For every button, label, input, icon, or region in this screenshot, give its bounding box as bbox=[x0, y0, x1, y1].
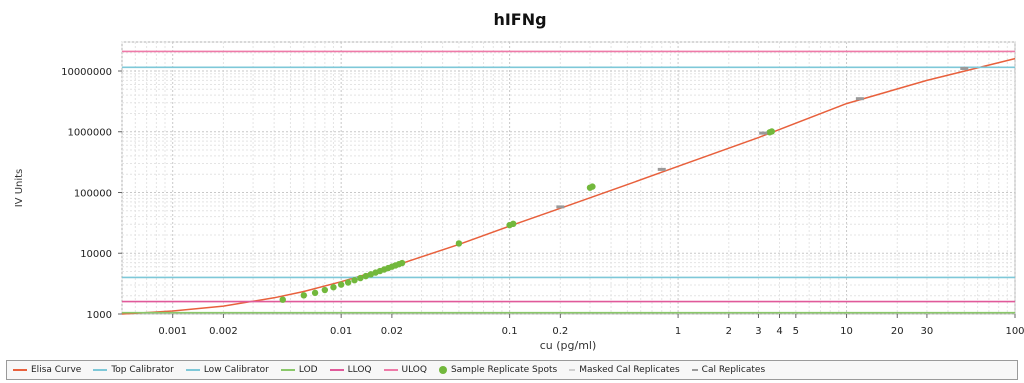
sample-replicate-spots-point bbox=[321, 286, 329, 294]
y-tick-label: 100000 bbox=[74, 188, 112, 199]
legend-label: Sample Replicate Spots bbox=[450, 365, 558, 375]
legend-item: Sample Replicate Spots bbox=[438, 365, 558, 375]
legend-item: ULOQ bbox=[383, 365, 427, 375]
x-tick-label: 30 bbox=[921, 326, 934, 337]
y-axis-label: IV Units bbox=[14, 169, 25, 208]
x-tick-label: 0.001 bbox=[158, 326, 187, 337]
x-tick-label: 4 bbox=[776, 326, 782, 337]
cal-replicates-point bbox=[960, 66, 969, 70]
legend-item: Elisa Curve bbox=[13, 365, 81, 375]
cal-replicates-point bbox=[657, 167, 666, 171]
sample-replicate-spots-point bbox=[768, 128, 775, 135]
sample-replicate-spots-point bbox=[300, 292, 307, 299]
plot-area bbox=[121, 41, 1016, 315]
legend-swatch bbox=[13, 369, 27, 371]
legend-label: Elisa Curve bbox=[31, 365, 82, 375]
legend-swatch bbox=[329, 369, 344, 371]
legend-swatch bbox=[438, 366, 447, 374]
x-tick-label: 5 bbox=[793, 326, 799, 337]
x-tick-label: 100 bbox=[1005, 326, 1024, 337]
legend-swatch bbox=[569, 369, 576, 371]
legend-label: Low Calibrator bbox=[203, 365, 269, 375]
chart-canvas: hIFNg IV Units cu (pg/ml) 0.001 0.002 0.01… bbox=[14, 10, 1024, 352]
sample-replicate-spots-point bbox=[279, 296, 286, 303]
legend-item: LOD bbox=[280, 365, 318, 375]
legend-label: LLOQ bbox=[347, 365, 372, 375]
x-tick-label: 1 bbox=[675, 326, 681, 337]
y-tick-label: 10000000 bbox=[61, 67, 112, 78]
x-tick-label: 0.2 bbox=[552, 326, 568, 337]
legend-item: Top Calibrator bbox=[93, 365, 174, 375]
chart-title: hIFNg bbox=[493, 10, 546, 29]
legend-label: Top Calibrator bbox=[111, 365, 174, 375]
legend-swatch bbox=[93, 369, 108, 371]
sample-replicate-spots-point bbox=[351, 277, 358, 284]
x-tick-label: 20 bbox=[891, 326, 904, 337]
legend-label: LOD bbox=[298, 365, 318, 375]
sample-replicate-spots-point bbox=[589, 183, 596, 190]
legend-item: LLOQ bbox=[329, 365, 372, 375]
legend-item: Cal Replicates bbox=[691, 365, 766, 375]
legend-swatch bbox=[383, 369, 398, 371]
x-tick-label: 0.002 bbox=[209, 326, 238, 337]
cal-replicates-point bbox=[759, 131, 768, 135]
sample-replicate-spots-point bbox=[509, 220, 517, 228]
y-tick-label: 1000 bbox=[87, 310, 112, 321]
cal-replicates-point bbox=[855, 97, 864, 101]
legend-swatch bbox=[280, 369, 295, 371]
sample-replicate-spots-point bbox=[398, 259, 406, 267]
legend-swatch bbox=[691, 369, 698, 371]
legend-swatch bbox=[185, 369, 200, 371]
sample-replicate-spots-point bbox=[362, 272, 369, 280]
sample-replicate-spots-point bbox=[344, 279, 352, 286]
legend-label: Masked Cal Replicates bbox=[579, 365, 680, 375]
legend-item: Masked Cal Replicates bbox=[569, 365, 680, 375]
sample-replicate-spots-point bbox=[311, 289, 319, 297]
sample-replicate-spots-point bbox=[455, 240, 463, 247]
sample-replicate-spots-point bbox=[337, 281, 345, 288]
legend-item: Low Calibrator bbox=[185, 365, 269, 375]
y-tick-label: 10000 bbox=[80, 249, 112, 260]
x-tick-label: 0.02 bbox=[381, 326, 403, 337]
y-tick-label: 1000000 bbox=[67, 128, 112, 139]
x-tick-label: 0.01 bbox=[330, 326, 352, 337]
x-tick-label: 10 bbox=[840, 326, 853, 337]
cal-replicates-point bbox=[556, 205, 565, 209]
legend-label: Cal Replicates bbox=[701, 365, 766, 375]
legend-label: ULOQ bbox=[401, 365, 427, 375]
sample-replicate-spots-point bbox=[357, 274, 364, 282]
x-axis-label: cu (pg/ml) bbox=[540, 339, 597, 352]
sample-replicate-spots-point bbox=[330, 284, 337, 291]
chart-legend: Elisa Curve Top Calibrator Low Calibrator L… bbox=[6, 360, 1018, 380]
x-tick-label: 2 bbox=[726, 326, 732, 337]
x-tick-label: 3 bbox=[755, 326, 761, 337]
x-tick-label: 0.1 bbox=[502, 326, 518, 337]
